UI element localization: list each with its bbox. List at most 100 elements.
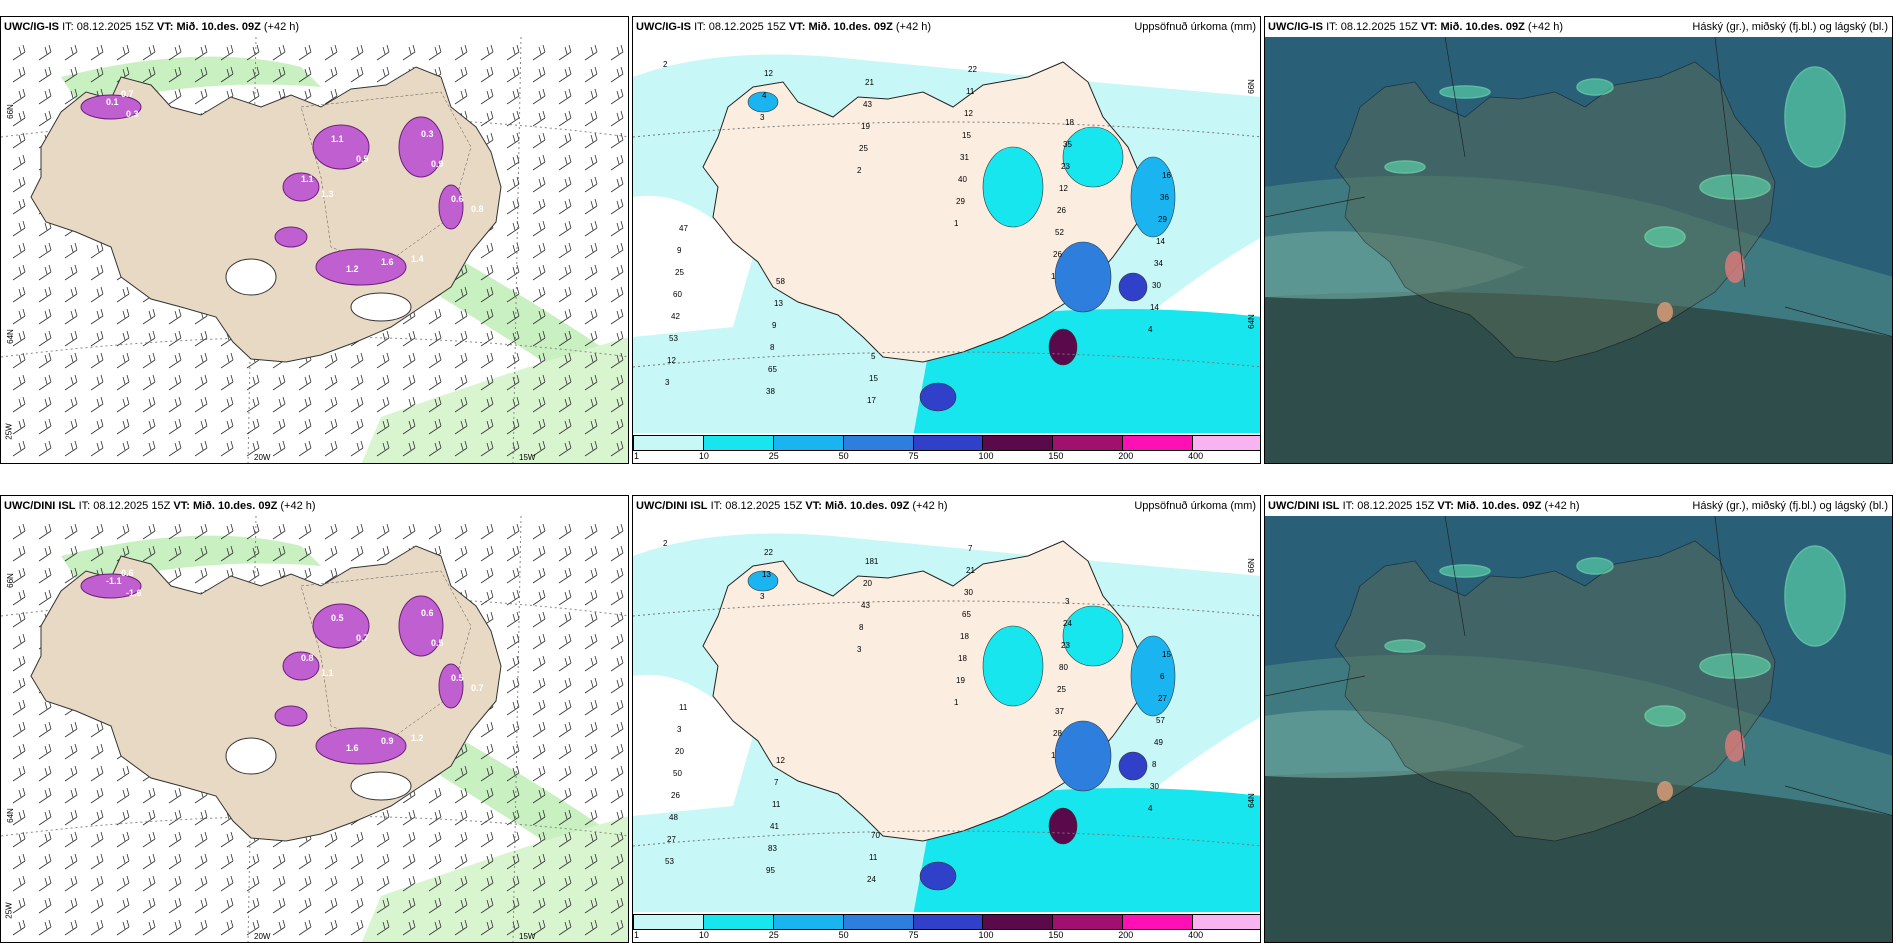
wind-barb-stroke	[298, 853, 312, 870]
wind-barb	[38, 418, 52, 435]
wind-barb	[480, 264, 494, 281]
wind-barb-stroke	[246, 418, 260, 435]
wind-barb	[194, 567, 208, 584]
wind-barb	[90, 66, 104, 83]
wind-barb-stroke	[610, 396, 624, 413]
wind-barb-stroke	[532, 875, 546, 892]
wind-barb-stroke	[38, 88, 52, 105]
wind-barb	[506, 633, 520, 650]
wind-barb-stroke	[246, 545, 260, 562]
wind-barb	[38, 396, 52, 413]
wind-barb	[506, 523, 520, 540]
latitude-line	[633, 600, 1260, 617]
field-title: Uppsöfnuð úrkoma (mm)	[1134, 500, 1256, 512]
precip-value: 8	[859, 623, 864, 632]
lon-label: 15W	[519, 932, 536, 941]
longitude-line	[512, 37, 522, 463]
wind-barb-stroke	[610, 897, 624, 914]
wind-barb-stroke	[38, 44, 52, 61]
wind-barb-stroke	[402, 919, 416, 936]
wind-barb-stroke	[64, 418, 78, 435]
wind-barb-stroke	[298, 919, 312, 936]
wind-barb	[558, 743, 572, 760]
wind-barb-stroke	[246, 875, 260, 892]
wind-barb-stroke	[610, 374, 624, 391]
wind-barb	[584, 567, 598, 584]
wind-barb-stroke	[610, 699, 624, 716]
wind-barb-stroke	[558, 330, 572, 347]
wind-barb-stroke	[506, 440, 520, 457]
colorbar-swatch	[633, 435, 704, 451]
wind-barb	[246, 875, 260, 892]
wind-barb-stroke	[38, 523, 52, 540]
wind-barb	[194, 374, 208, 391]
wind-barb	[90, 809, 104, 826]
wind-barb	[246, 374, 260, 391]
wind-barb	[532, 655, 546, 672]
wind-barb-stroke	[454, 523, 468, 540]
wind-barb-stroke	[272, 396, 286, 413]
init-time: 08.12.2025 15Z	[708, 21, 786, 33]
wind-barb-stroke	[90, 545, 104, 562]
wind-barb	[584, 440, 598, 457]
wind-barb-stroke	[480, 242, 494, 259]
land-iceland	[702, 61, 1144, 363]
wind-barb-stroke	[116, 809, 130, 826]
wind-barb	[168, 545, 182, 562]
precip-value: 23	[1061, 641, 1070, 650]
wind-barb-stroke	[350, 897, 364, 914]
it-label: IT:	[1342, 500, 1355, 512]
wind-barb	[168, 809, 182, 826]
wind-barb-stroke	[584, 523, 598, 540]
wind-barb-stroke	[12, 677, 26, 694]
wind-barb	[610, 787, 624, 804]
ice-cap	[225, 737, 277, 775]
wind-barb-stroke	[376, 418, 390, 435]
precip-value: 4	[1148, 804, 1153, 813]
wind-barb	[272, 853, 286, 870]
wind-barb-stroke	[90, 765, 104, 782]
wind-barb-stroke	[38, 875, 52, 892]
wind-barb	[532, 198, 546, 215]
convective-cell	[1725, 251, 1745, 283]
wind-barb-stroke	[506, 699, 520, 716]
vt-label: VT:	[173, 500, 190, 512]
wind-barb	[246, 853, 260, 870]
wind-barb	[38, 374, 52, 391]
wind-barb	[38, 787, 52, 804]
wind-barb-stroke	[506, 176, 520, 193]
wind-barb-stroke	[506, 374, 520, 391]
wind-barb	[38, 743, 52, 760]
wind-barb-stroke	[12, 589, 26, 606]
wind-barb	[428, 418, 442, 435]
wind-barb	[12, 418, 26, 435]
wind-barb-stroke	[324, 66, 338, 83]
wind-barb	[584, 787, 598, 804]
wind-barb-stroke	[558, 154, 572, 171]
ice-cap	[350, 292, 412, 322]
wind-barb-stroke	[272, 545, 286, 562]
wind-barb-stroke	[142, 396, 156, 413]
wind-barb	[90, 743, 104, 760]
temperature-label: 0.9	[431, 159, 444, 169]
wind-barb	[12, 765, 26, 782]
precip-value: 49	[1154, 738, 1163, 747]
temperature-label: 0.7	[471, 683, 484, 693]
wind-barb	[64, 545, 78, 562]
precip-value: 15	[1162, 650, 1171, 659]
wind-barb-stroke	[64, 567, 78, 584]
wind-barb	[12, 787, 26, 804]
wind-barb	[558, 132, 572, 149]
wind-barb-stroke	[194, 330, 208, 347]
wind-barb	[428, 396, 442, 413]
wind-barb-stroke	[64, 765, 78, 782]
wind-barb-stroke	[12, 440, 26, 457]
wind-barb-stroke	[142, 897, 156, 914]
precip-value: 22	[968, 65, 977, 74]
precip-value: 3	[677, 725, 682, 734]
wind-barb	[558, 88, 572, 105]
wind-barb-stroke	[324, 567, 338, 584]
precip-blob	[438, 184, 464, 230]
wind-barb-stroke	[272, 440, 286, 457]
colorbar-tick: 1	[634, 451, 640, 461]
